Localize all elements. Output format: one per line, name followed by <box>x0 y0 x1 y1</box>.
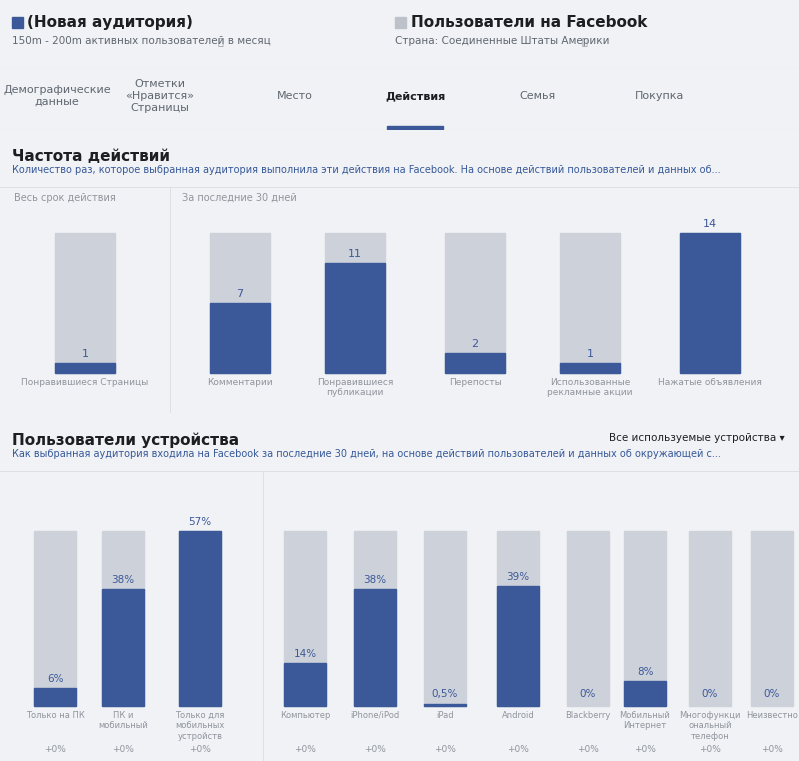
Bar <box>680 233 740 373</box>
Text: 0%: 0% <box>580 689 596 699</box>
Text: 6%: 6% <box>47 673 63 683</box>
Text: 8%: 8% <box>637 667 654 677</box>
Text: +0%: +0% <box>434 745 456 754</box>
Text: Частота действий: Частота действий <box>12 149 170 164</box>
Bar <box>55 233 115 373</box>
Text: Перепосты: Перепосты <box>448 378 502 387</box>
Bar <box>395 17 406 28</box>
Bar <box>560 363 620 373</box>
Bar <box>624 681 666 706</box>
Text: +0%: +0% <box>364 745 386 754</box>
Bar <box>624 531 666 706</box>
Text: +0%: +0% <box>44 745 66 754</box>
Bar <box>354 589 396 706</box>
Text: Blackberry: Blackberry <box>566 711 610 720</box>
Bar <box>560 233 620 373</box>
Text: ⓘ: ⓘ <box>218 36 224 46</box>
Text: Отметки
«Нравится»
Страницы: Отметки «Нравится» Страницы <box>125 79 194 113</box>
Bar <box>284 663 326 706</box>
Text: 0,5%: 0,5% <box>431 689 458 699</box>
Bar <box>179 531 221 706</box>
Text: 0%: 0% <box>764 689 780 699</box>
Bar <box>445 353 505 373</box>
Bar <box>12 17 23 28</box>
Text: Пользователи устройства: Пользователи устройства <box>12 433 239 448</box>
Text: Нажатые объявления: Нажатые объявления <box>658 378 762 387</box>
Text: 57%: 57% <box>189 517 212 527</box>
Text: 38%: 38% <box>364 575 387 585</box>
Bar <box>325 233 385 373</box>
Bar <box>34 531 76 706</box>
Text: Как выбранная аудитория входила на Facebook за последние 30 дней, на основе дейс: Как выбранная аудитория входила на Faceb… <box>12 449 721 459</box>
Text: Многофункци
ональный
телефон: Многофункци ональный телефон <box>679 711 741 740</box>
Bar <box>102 531 144 706</box>
Text: 39%: 39% <box>507 572 530 582</box>
Text: (Новая аудитория): (Новая аудитория) <box>27 15 193 30</box>
Bar <box>497 586 539 706</box>
Text: Мобильный
Интернет: Мобильный Интернет <box>620 711 670 731</box>
Bar <box>179 531 221 706</box>
Text: Весь срок действия: Весь срок действия <box>14 193 116 203</box>
Bar <box>284 531 326 706</box>
Text: Android: Android <box>502 711 535 720</box>
Text: +0%: +0% <box>294 745 316 754</box>
Bar <box>497 531 539 706</box>
Text: 14: 14 <box>703 219 717 229</box>
Bar <box>445 233 505 373</box>
Bar <box>102 589 144 706</box>
Text: Понравившиеся
публикации: Понравившиеся публикации <box>317 378 393 397</box>
Bar <box>34 688 76 706</box>
Text: 1: 1 <box>81 349 89 359</box>
Text: ПК и
мобильный: ПК и мобильный <box>98 711 148 731</box>
Text: +0%: +0% <box>112 745 134 754</box>
Text: 7: 7 <box>237 289 244 299</box>
Text: Компьютер: Компьютер <box>280 711 330 720</box>
Text: +0%: +0% <box>699 745 721 754</box>
Text: Все используемые устройства ▾: Все используемые устройства ▾ <box>610 433 785 443</box>
Text: +0%: +0% <box>634 745 656 754</box>
Bar <box>354 531 396 706</box>
Text: Покупка: Покупка <box>635 91 685 101</box>
Text: +0%: +0% <box>577 745 599 754</box>
Text: Семья: Семья <box>520 91 556 101</box>
Text: За последние 30 дней: За последние 30 дней <box>182 193 296 203</box>
Text: Использованные
рекламные акции: Использованные рекламные акции <box>547 378 633 397</box>
Bar <box>210 233 270 373</box>
Text: Место: Место <box>277 91 313 101</box>
Text: Страна: Соединенные Штаты Америки: Страна: Соединенные Штаты Америки <box>395 36 610 46</box>
Text: 0%: 0% <box>702 689 718 699</box>
Text: Только на ПК: Только на ПК <box>26 711 85 720</box>
Text: Демографические
данные: Демографические данные <box>3 85 111 107</box>
Bar <box>680 233 740 373</box>
Text: 2: 2 <box>471 339 479 349</box>
Text: Понравившиеся Страницы: Понравившиеся Страницы <box>22 378 149 387</box>
Text: Пользователи на Facebook: Пользователи на Facebook <box>411 15 647 30</box>
Text: Действия: Действия <box>385 91 445 101</box>
Text: 1: 1 <box>586 349 594 359</box>
Bar <box>424 531 466 706</box>
Text: ⓘ: ⓘ <box>582 36 588 46</box>
Bar <box>424 705 466 706</box>
Text: 14%: 14% <box>293 649 316 659</box>
Bar <box>325 263 385 373</box>
Text: 11: 11 <box>348 249 362 259</box>
Text: +0%: +0% <box>507 745 529 754</box>
Text: 38%: 38% <box>111 575 134 585</box>
Bar <box>55 363 115 373</box>
Text: Неизвестно: Неизвестно <box>746 711 798 720</box>
Bar <box>689 531 731 706</box>
Bar <box>567 531 609 706</box>
Text: iPad: iPad <box>436 711 454 720</box>
Text: Комментарии: Комментарии <box>207 378 272 387</box>
Text: +0%: +0% <box>189 745 211 754</box>
Bar <box>387 126 443 129</box>
Bar <box>751 531 793 706</box>
Text: iPhone/iPod: iPhone/iPod <box>351 711 400 720</box>
Text: Только для
мобильных
устройств: Только для мобильных устройств <box>175 711 225 740</box>
Text: +0%: +0% <box>761 745 783 754</box>
Text: Количество раз, которое выбранная аудитория выполнила эти действия на Facebook. : Количество раз, которое выбранная аудито… <box>12 165 721 175</box>
Bar <box>210 303 270 373</box>
Text: 150m - 200m активных пользователей в месяц: 150m - 200m активных пользователей в мес… <box>12 36 271 46</box>
